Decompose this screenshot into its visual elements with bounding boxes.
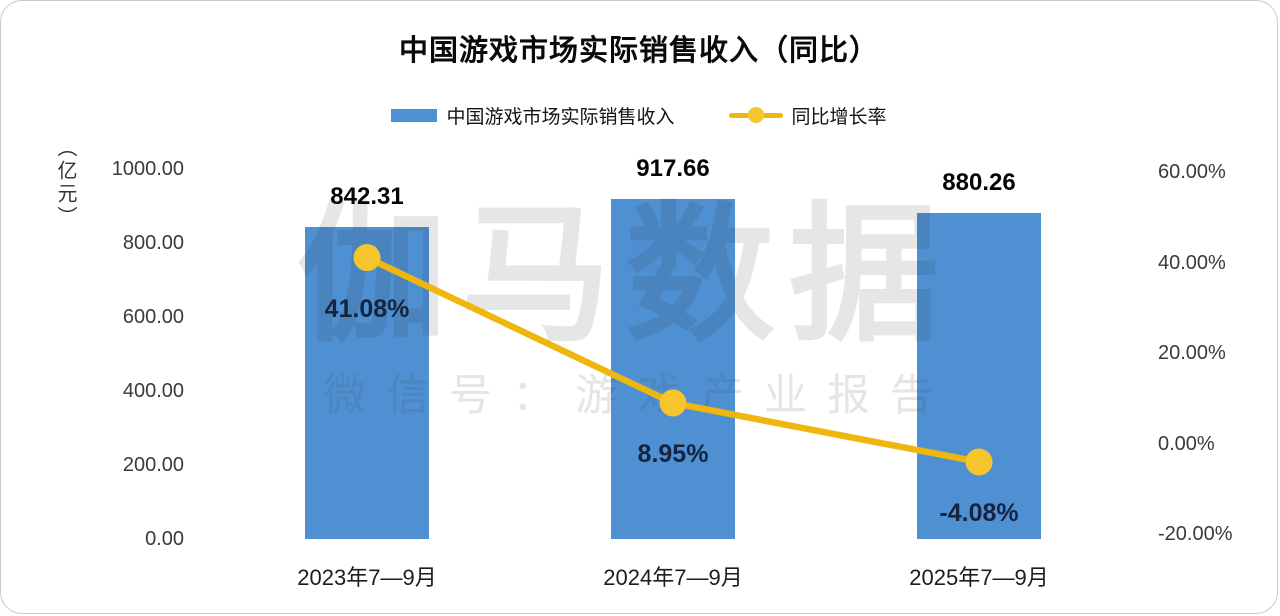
right-axis-tick: 40.00% bbox=[1158, 251, 1226, 274]
legend-item-growth: 同比增长率 bbox=[728, 102, 887, 129]
growth-value-label: 8.95% bbox=[637, 440, 709, 468]
chart-title: 中国游戏市场实际销售收入（同比） bbox=[398, 35, 879, 67]
legend-label-revenue: 中国游戏市场实际销售收入 bbox=[446, 106, 675, 128]
right-axis-tick: 0.00% bbox=[1158, 432, 1215, 455]
right-axis-tick: 60.00% bbox=[1158, 161, 1226, 183]
growth-value-label: 41.08% bbox=[324, 294, 410, 323]
left-axis-tick: 800.00 bbox=[122, 232, 184, 254]
right-axis-tick: 20.00% bbox=[1158, 342, 1226, 364]
x-axis-category-label: 2023年7—9月 bbox=[297, 565, 437, 590]
left-axis-tick: 0.00 bbox=[145, 528, 184, 550]
bar-value-label: 917.66 bbox=[636, 155, 710, 183]
bar-series-swatch-icon bbox=[391, 108, 438, 122]
growth-value-label: -4.08% bbox=[939, 498, 1019, 527]
line-swatch-dot-icon bbox=[747, 107, 764, 123]
bar-value-label: 880.26 bbox=[942, 169, 1016, 197]
left-axis-tick: 200.00 bbox=[122, 454, 184, 476]
left-axis-tick: 1000.00 bbox=[111, 158, 184, 180]
left-axis-tick: 600.00 bbox=[122, 306, 184, 328]
left-axis-unit-label: （亿元） bbox=[54, 137, 76, 229]
right-axis-tick: -20.00% bbox=[1158, 523, 1233, 545]
legend: 中国游戏市场实际销售收入 同比增长率 bbox=[1, 102, 1277, 128]
line-series-swatch-icon bbox=[728, 106, 783, 124]
x-axis-category-label: 2025年7—9月 bbox=[909, 565, 1049, 590]
left-axis-tick: 400.00 bbox=[122, 380, 184, 402]
legend-item-revenue: 中国游戏市场实际销售收入 bbox=[391, 102, 675, 129]
legend-label-growth: 同比增长率 bbox=[791, 106, 887, 128]
watermark-main: 伽马数据 bbox=[297, 191, 954, 359]
watermark-sub: 微信号：游戏产业报告 bbox=[323, 372, 953, 420]
bar-value-label: 842.31 bbox=[330, 183, 404, 211]
x-axis-category-label: 2024年7—9月 bbox=[603, 565, 743, 590]
